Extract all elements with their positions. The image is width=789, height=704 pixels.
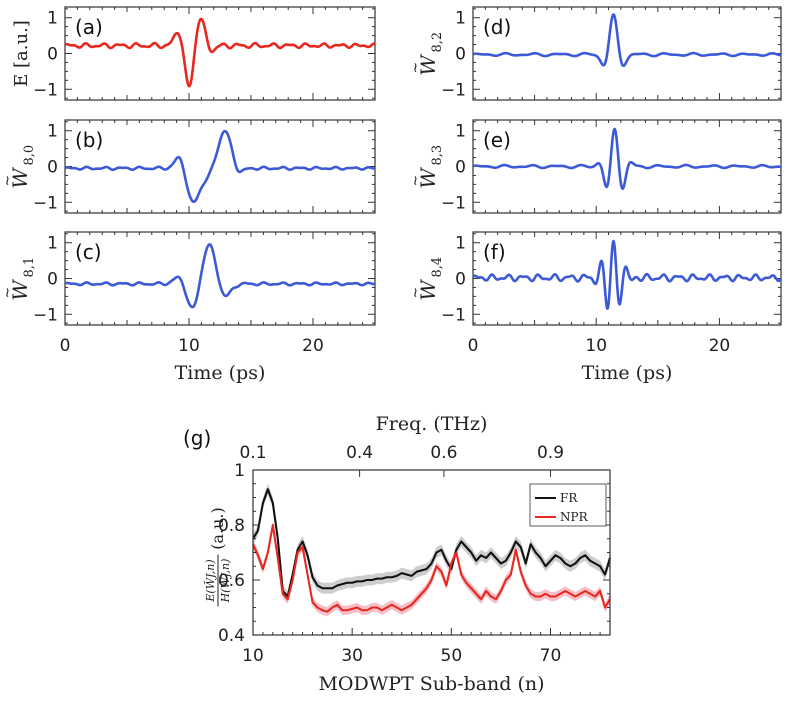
panel-b: 1 0 −1 (b) W~8,0 — [0, 119, 376, 214]
fraction-numerator-icon: E(W̃J,n) — [204, 559, 217, 602]
y-tick-label: 0 — [47, 45, 58, 65]
y-tick-label: −1 — [441, 193, 466, 213]
plot-frame — [472, 6, 782, 101]
legend: FR NPR — [529, 483, 607, 527]
y-tick-label: 0 — [47, 270, 58, 290]
y-axis-label-text: W — [8, 279, 32, 301]
y-tick-label: 1 — [234, 461, 245, 481]
y-axis-label: E [a.u.] — [11, 20, 32, 87]
x-tick-label: 30 — [341, 646, 363, 666]
plot-frame — [64, 119, 376, 214]
y-axis-label: W~8,4 — [408, 257, 445, 301]
y-tick-label: 1 — [455, 122, 466, 142]
x-axis-label: Time (ps) — [582, 362, 673, 384]
fraction-denominator-icon: H(W̃J,n) — [219, 559, 232, 604]
y-tick-label: 0.6 — [218, 571, 245, 591]
top-tick-label: 0.6 — [430, 443, 457, 463]
y-axis-label: W~8,2 — [408, 32, 445, 76]
tilde-icon: ~ — [408, 62, 424, 74]
y-axis-label-text: W — [8, 167, 32, 189]
y-tick-label: 0.4 — [218, 626, 245, 646]
series-line-fr — [252, 488, 612, 598]
y-axis-label-text: W — [416, 167, 440, 189]
y-axis-label-subscript: 8,3 — [430, 145, 445, 166]
series-line — [472, 13, 782, 68]
y-tick-label: 0.8 — [218, 516, 245, 536]
x-tick-label: 70 — [540, 646, 562, 666]
legend-box — [529, 483, 607, 527]
x-tick-label: 10 — [585, 336, 607, 356]
top-axis-title: Freq. (THz) — [376, 413, 488, 435]
series-line — [64, 243, 376, 309]
series-line — [472, 127, 782, 191]
tilde-icon: ~ — [0, 175, 16, 187]
x-axis-label: MODWPT Sub-band (n) — [318, 673, 544, 695]
panel-label: (d) — [483, 15, 511, 39]
y-tick-label: 1 — [455, 234, 466, 254]
y-tick-label: −1 — [33, 193, 58, 213]
x-tick-label: 10 — [178, 336, 200, 356]
panel-e: 1 0 −1 (e) W~8,3 — [408, 119, 782, 214]
y-tick-label: 1 — [47, 9, 58, 29]
top-tick-label: 0.9 — [537, 443, 564, 463]
panel-a: 1 0 −1 (a) E [a.u.] — [11, 6, 376, 101]
x-tick-label: 20 — [709, 336, 731, 356]
y-axis-label-subscript: 8,2 — [430, 32, 445, 53]
tilde-icon: ~ — [408, 287, 424, 299]
panel-label: (f) — [483, 240, 506, 264]
y-tick-label: −1 — [33, 80, 58, 100]
y-axis-label-text: W — [416, 54, 440, 76]
legend-label-npr: NPR — [560, 510, 589, 524]
panel-label: (e) — [483, 128, 511, 152]
y-axis-label: W~8,3 — [408, 145, 445, 189]
panel-d: 1 0 −1 (d) W~8,2 — [408, 6, 782, 101]
series-line-npr — [252, 523, 611, 613]
y-axis-label-subscript: 8,4 — [430, 257, 445, 278]
y-tick-label: −1 — [33, 305, 58, 325]
panel-label: (c) — [75, 240, 102, 264]
y-axis-label-subscript: 8,1 — [22, 257, 37, 278]
y-tick-label: 0 — [47, 158, 58, 178]
x-tick-label: 10 — [242, 646, 264, 666]
y-tick-label: 0 — [455, 45, 466, 65]
panel-label: (g) — [183, 426, 211, 450]
panel-g: 10 30 50 70 MODWPT Sub-band (n) 0.1 0.4 0.6 0.9 F… — [183, 413, 612, 695]
y-tick-label: −1 — [441, 305, 466, 325]
tilde-icon: ~ — [0, 287, 16, 299]
y-axis-label: E(W̃J,n) H(W̃J,n) (a.u.) — [204, 507, 232, 607]
panel-label: (a) — [75, 15, 103, 39]
plot-frame — [64, 6, 376, 101]
y-axis-label: W~8,1 — [0, 257, 37, 301]
y-tick-label: 1 — [47, 234, 58, 254]
y-tick-label: −1 — [441, 80, 466, 100]
y-axis-unit: (a.u.) — [208, 507, 227, 550]
top-tick-label: 0.4 — [346, 443, 373, 463]
tilde-icon: ~ — [408, 175, 424, 187]
x-tick-label: 50 — [441, 646, 463, 666]
panel-label: (b) — [75, 128, 103, 152]
series-line — [472, 239, 783, 310]
x-tick-label: 0 — [60, 336, 71, 356]
y-axis-label: W~8,0 — [0, 145, 37, 189]
y-tick-label: 0 — [455, 158, 466, 178]
y-axis-label-subscript: 8,0 — [22, 145, 37, 166]
x-tick-label: 0 — [468, 336, 479, 356]
y-tick-label: 1 — [455, 9, 466, 29]
y-tick-label: 1 — [47, 122, 58, 142]
x-tick-label: 20 — [302, 336, 324, 356]
series-line — [64, 17, 376, 88]
plot-frame — [64, 231, 376, 326]
y-tick-label: 0 — [455, 270, 466, 290]
legend-label-fr: FR — [560, 491, 578, 505]
y-axis-label-text: W — [416, 279, 440, 301]
top-tick-label: 0.1 — [239, 443, 266, 463]
x-axis-label: Time (ps) — [175, 362, 266, 384]
series-line — [64, 129, 376, 204]
y-axis-label-text: E [a.u.] — [11, 20, 32, 87]
